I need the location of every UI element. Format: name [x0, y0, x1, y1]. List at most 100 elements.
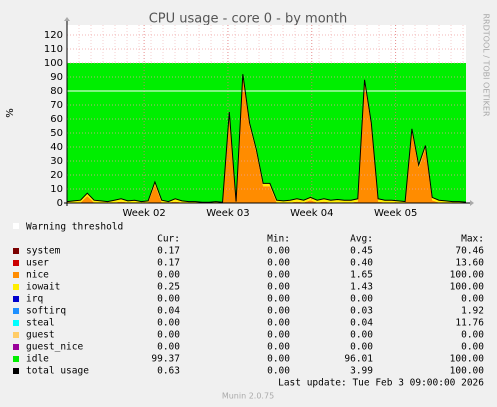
- legend-swatch: [13, 248, 19, 254]
- stat-value: 0.00: [350, 294, 373, 305]
- legend-label: guest: [26, 330, 55, 341]
- stat-value: 70.46: [455, 246, 484, 257]
- stat-value: 0.00: [267, 366, 290, 377]
- x-tick-label: Week 03: [206, 208, 249, 219]
- x-tick-label: Week 05: [374, 208, 417, 219]
- stat-header: Avg:: [350, 234, 373, 245]
- y-tick-label: 80: [50, 86, 63, 97]
- stat-value: 0.00: [267, 270, 290, 281]
- stat-value: 3.99: [350, 366, 373, 377]
- legend-label: system: [26, 246, 61, 257]
- stat-value: 1.65: [350, 270, 373, 281]
- stat-value: 0.00: [267, 294, 290, 305]
- stat-value: 0.00: [350, 342, 373, 353]
- stat-value: 11.76: [455, 318, 484, 329]
- footer: Munin 2.0.75: [222, 392, 274, 401]
- stat-value: 0.00: [267, 342, 290, 353]
- legend-label: idle: [26, 354, 49, 365]
- stat-header: Max:: [461, 234, 484, 245]
- legend-label: total usage: [26, 366, 89, 377]
- y-tick-label: 110: [44, 44, 63, 55]
- legend-label: nice: [26, 270, 49, 281]
- stat-value: 13.60: [455, 258, 484, 269]
- chart-title: CPU usage - core 0 - by month: [149, 12, 348, 27]
- legend-swatch: [13, 284, 19, 290]
- side-note: RRDTOOL / TOBI OETIKER: [482, 13, 491, 116]
- stat-value: 0.00: [157, 270, 180, 281]
- y-tick-label: 10: [50, 184, 63, 195]
- stat-value: 0.00: [157, 342, 180, 353]
- stat-value: 0.00: [157, 330, 180, 341]
- stat-value: 0.40: [350, 258, 373, 269]
- y-tick-label: 20: [50, 170, 63, 181]
- last-update: Last update: Tue Feb 3 09:00:00 2026: [278, 378, 484, 389]
- legend-swatch: [13, 308, 19, 314]
- stat-value: 100.00: [450, 270, 485, 281]
- axis-arrow: [470, 200, 474, 206]
- line: [66, 74, 467, 203]
- y-tick-label: 100: [44, 58, 63, 69]
- x-tick-label: Week 02: [122, 208, 165, 219]
- stat-value: 0.00: [461, 342, 484, 353]
- area: [67, 63, 466, 203]
- legend-swatch: [13, 272, 19, 278]
- legend-label: irq: [26, 294, 43, 305]
- stat-value: 0.00: [267, 246, 290, 257]
- y-tick-label: 90: [50, 72, 63, 83]
- legend-label: steal: [26, 318, 55, 329]
- legend-label: user: [26, 258, 49, 269]
- stat-value: 100.00: [450, 366, 485, 377]
- stat-value: 0.00: [267, 318, 290, 329]
- legend-label: softirq: [26, 306, 66, 317]
- stat-value: 0.45: [350, 246, 373, 257]
- legend-label: iowait: [26, 282, 60, 293]
- legend-swatch: [13, 332, 19, 338]
- y-axis-label: %: [5, 108, 16, 118]
- axis-arrow: [64, 17, 70, 21]
- stat-value: 100.00: [450, 354, 485, 365]
- y-tick-label: 40: [50, 142, 63, 153]
- legend-label: Warning threshold: [26, 222, 123, 233]
- legend-label: guest_nice: [26, 342, 83, 353]
- stat-value: 0.04: [157, 306, 180, 317]
- legend-swatch: [13, 296, 19, 302]
- y-tick-label: 120: [44, 30, 63, 41]
- stat-value: 0.00: [267, 306, 290, 317]
- legend-swatch: [13, 320, 19, 326]
- stat-header: Cur:: [157, 234, 180, 245]
- stat-value: 0.04: [350, 318, 373, 329]
- stat-value: 0.63: [157, 366, 180, 377]
- stat-value: 0.00: [350, 330, 373, 341]
- stat-value: 0.00: [157, 294, 180, 305]
- x-tick-label: Week 04: [290, 208, 333, 219]
- legend-swatch: [13, 356, 19, 362]
- legend-swatch: [13, 344, 19, 350]
- stat-value: 0.00: [157, 318, 180, 329]
- legend-swatch: [13, 223, 19, 229]
- stat-header: Min:: [267, 234, 290, 245]
- stat-value: 0.00: [267, 330, 290, 341]
- stat-value: 96.01: [344, 354, 373, 365]
- y-tick-label: 0: [57, 198, 63, 209]
- stat-value: 0.17: [157, 258, 180, 269]
- y-tick-label: 50: [50, 128, 63, 139]
- stat-value: 100.00: [450, 282, 485, 293]
- area: [67, 77, 466, 203]
- y-tick-label: 30: [50, 156, 63, 167]
- stat-value: 0.00: [461, 330, 484, 341]
- stat-value: 0.25: [157, 282, 180, 293]
- legend-swatch: [13, 260, 19, 266]
- stat-value: 99.37: [151, 354, 180, 365]
- stat-value: 0.00: [461, 294, 484, 305]
- stat-value: 0.00: [267, 282, 290, 293]
- stat-value: 0.00: [267, 258, 290, 269]
- stat-value: 0.00: [267, 354, 290, 365]
- legend-swatch: [13, 368, 19, 374]
- y-tick-label: 70: [50, 100, 63, 111]
- stat-value: 0.03: [350, 306, 373, 317]
- stat-value: 0.17: [157, 246, 180, 257]
- y-tick-label: 60: [50, 114, 63, 125]
- stat-value: 1.43: [350, 282, 373, 293]
